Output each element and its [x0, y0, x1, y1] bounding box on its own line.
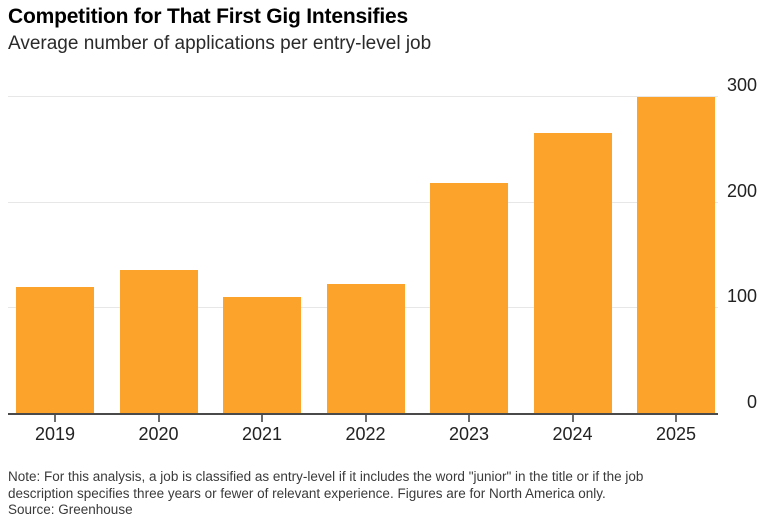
bar-2021 — [223, 296, 301, 413]
x-axis-tick-label-2021: 2021 — [241, 424, 283, 444]
bar-2020 — [119, 270, 198, 413]
bar-2023 — [430, 182, 508, 413]
x-axis-tick-label-2023: 2023 — [448, 424, 490, 444]
x-axis-tick-label-2024: 2024 — [552, 424, 593, 444]
y-axis-tick-label-100: 100 — [726, 286, 757, 307]
x-axis-tick-2025 — [675, 415, 677, 422]
source-line: Source: Greenhouse — [8, 502, 133, 517]
x-axis-tick-label-2020: 2020 — [138, 424, 179, 444]
x-axis-tick-2024 — [571, 415, 574, 422]
note-line-2: description specifies three years or few… — [8, 485, 606, 501]
y-axis-tick-label-200: 200 — [726, 180, 757, 201]
x-axis-tick-2022 — [364, 415, 367, 422]
gridline-200 — [8, 201, 718, 203]
x-axis-line — [8, 413, 718, 415]
x-axis-tick-label-2019: 2019 — [34, 424, 76, 444]
x-axis-tick-2019 — [54, 415, 56, 422]
x-axis-tick-2020 — [157, 415, 160, 422]
bar-2019 — [16, 287, 94, 413]
chart-title: Competition for That First Gig Intensifi… — [8, 5, 408, 28]
x-axis-tick-2021 — [261, 415, 263, 422]
gridline-300 — [8, 96, 718, 97]
plot-area — [8, 96, 718, 413]
bar-2022 — [326, 284, 405, 413]
note-line-1: Note: For this analysis, a job is classi… — [8, 469, 644, 484]
bar-2024 — [533, 133, 612, 413]
chart-subtitle: Average number of applications per entry… — [8, 33, 432, 54]
x-axis-tick-label-2022: 2022 — [345, 424, 386, 444]
chart-footer: Note: For this analysis, a job is classi… — [8, 469, 752, 519]
x-axis-tick-2023 — [468, 415, 470, 422]
x-axis-tick-label-2025: 2025 — [655, 424, 697, 444]
bar-2025 — [637, 97, 715, 413]
y-axis-tick-label-300: 300 — [726, 75, 757, 95]
y-axis-tick-label-0: 0 — [746, 392, 757, 412]
